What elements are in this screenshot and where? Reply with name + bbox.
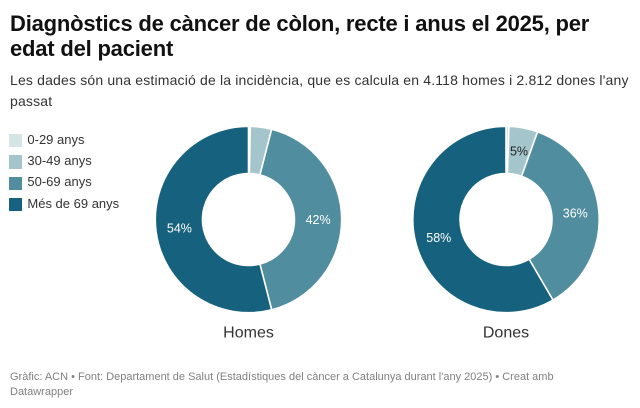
svg-text:36%: 36% [563, 207, 588, 221]
svg-text:Homes: Homes [223, 325, 274, 342]
svg-text:54%: 54% [167, 222, 192, 236]
svg-text:5%: 5% [510, 145, 528, 159]
svg-text:Dones: Dones [483, 325, 529, 342]
svg-text:58%: 58% [426, 231, 451, 245]
svg-text:42%: 42% [306, 213, 331, 227]
